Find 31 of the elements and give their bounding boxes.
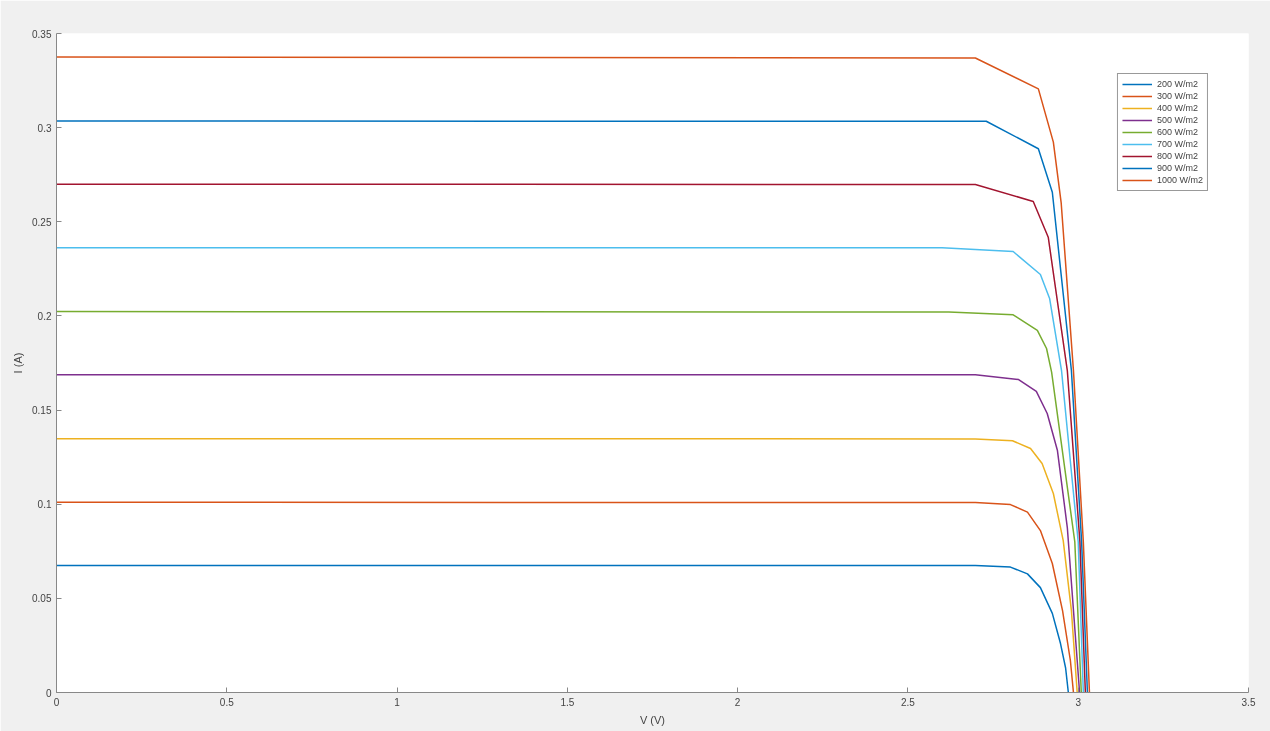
legend-label: 600 W/m2 [1156,126,1198,138]
legend-label: 200 W/m2 [1156,78,1198,90]
x-tick-label: 3.5 [1241,696,1256,708]
legend-label: 700 W/m2 [1156,138,1198,150]
x-tick-label: 2.5 [900,696,916,708]
y-tick-label: 0.25 [32,216,52,228]
legend-label: 300 W/m2 [1156,90,1198,102]
y-tick-label: 0.1 [37,499,52,511]
y-tick-label: 0.05 [32,593,52,605]
x-tick-label: 0 [53,696,60,708]
x-axis-title: V (V) [639,713,666,726]
x-tick-label: 1.5 [560,696,575,708]
line-series [56,501,1075,693]
y-tick-label: 0.15 [32,405,52,417]
legend-label: 1000 W/m2 [1156,174,1203,186]
y-tick-label: 0.35 [32,28,52,40]
line-series [56,437,1078,693]
line-series [56,374,1081,693]
legend-label: 400 W/m2 [1156,102,1198,114]
y-axis-title: I (A) [12,352,25,374]
y-tick-label: 0.3 [37,122,52,134]
x-tick-label: 3 [1075,696,1082,708]
x-tick-label: 1 [394,696,401,708]
y-tick-label: 0.2 [37,310,52,322]
legend-label: 800 W/m2 [1156,150,1198,162]
legend-label: 500 W/m2 [1156,114,1198,126]
line-series [56,564,1070,693]
x-tick-label: 2 [734,696,741,708]
legend-label: 900 W/m2 [1156,162,1198,174]
y-tick-label: 0 [45,687,52,699]
x-tick-label: 0.5 [219,696,235,708]
